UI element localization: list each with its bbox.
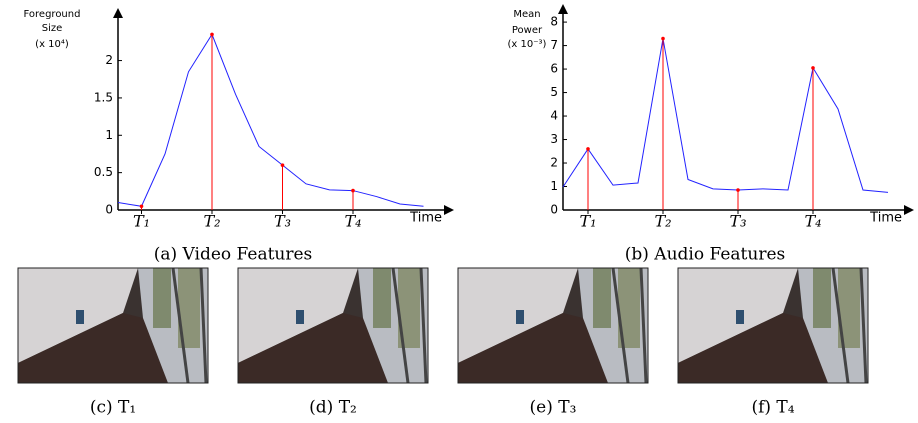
highlight-point [280,163,285,167]
x-tick-label: T₄ [344,212,361,231]
axis-arrow [444,205,454,215]
y-axis-label: Power [512,25,543,36]
frame-image [16,266,210,385]
axis-arrow [558,4,568,14]
x-tick-label: T₂ [654,212,671,231]
y-tick-label: 4 [550,109,558,123]
y-tick-label: 7 [550,38,558,52]
x-axis-label: Time [869,211,902,226]
chart-caption: (a) Video Features [154,245,313,265]
data-line [117,33,424,207]
x-tick-label: T₃ [729,212,746,231]
highlight-point [736,188,740,192]
x-tick-label: T₄ [804,212,821,231]
highlight-point [586,147,590,151]
y-tick-label: 2 [105,53,113,67]
y-tick-label: 6 [550,62,558,76]
x-tick-label: T₃ [274,212,291,231]
highlight-point [210,32,214,37]
highlight-point [351,188,355,193]
highlight-point [661,36,665,41]
panel-caption: (f) T₄ [751,398,794,418]
axis-arrow [113,8,123,18]
chart-caption: (b) Audio Features [625,245,786,265]
y-axis-label: Mean [513,9,540,20]
frame-image [236,266,430,385]
y-axis-label: (x 10⁻³) [508,39,547,50]
panel-caption: (d) T₂ [309,398,357,418]
x-axis-label: Time [409,211,442,226]
x-tick-label: T₁ [133,212,150,231]
y-tick-label: 2 [550,156,558,170]
y-axis-label: (x 10⁴) [35,39,69,50]
highlight-point [811,66,815,70]
y-tick-label: 0 [105,203,113,217]
x-tick-label: T₁ [579,212,596,231]
y-tick-label: 0.5 [94,165,113,179]
y-tick-label: 1 [550,179,558,193]
y-tick-label: 5 [550,85,558,99]
y-axis-label: Size [42,23,63,34]
data-line [562,38,889,193]
y-tick-label: 0 [550,203,558,217]
frame-image [676,266,870,385]
axis-arrow [904,205,914,215]
panel-caption: (c) T₁ [90,398,136,418]
y-tick-label: 1 [105,128,113,142]
y-tick-label: 8 [550,15,558,29]
y-axis-label: Foreground [24,9,81,20]
panel-caption: (e) T₃ [530,398,577,418]
y-tick-label: 3 [550,132,558,146]
highlight-point [139,204,144,209]
x-tick-label: T₂ [203,212,220,231]
y-tick-label: 1.5 [94,90,113,104]
frame-image [456,266,650,385]
